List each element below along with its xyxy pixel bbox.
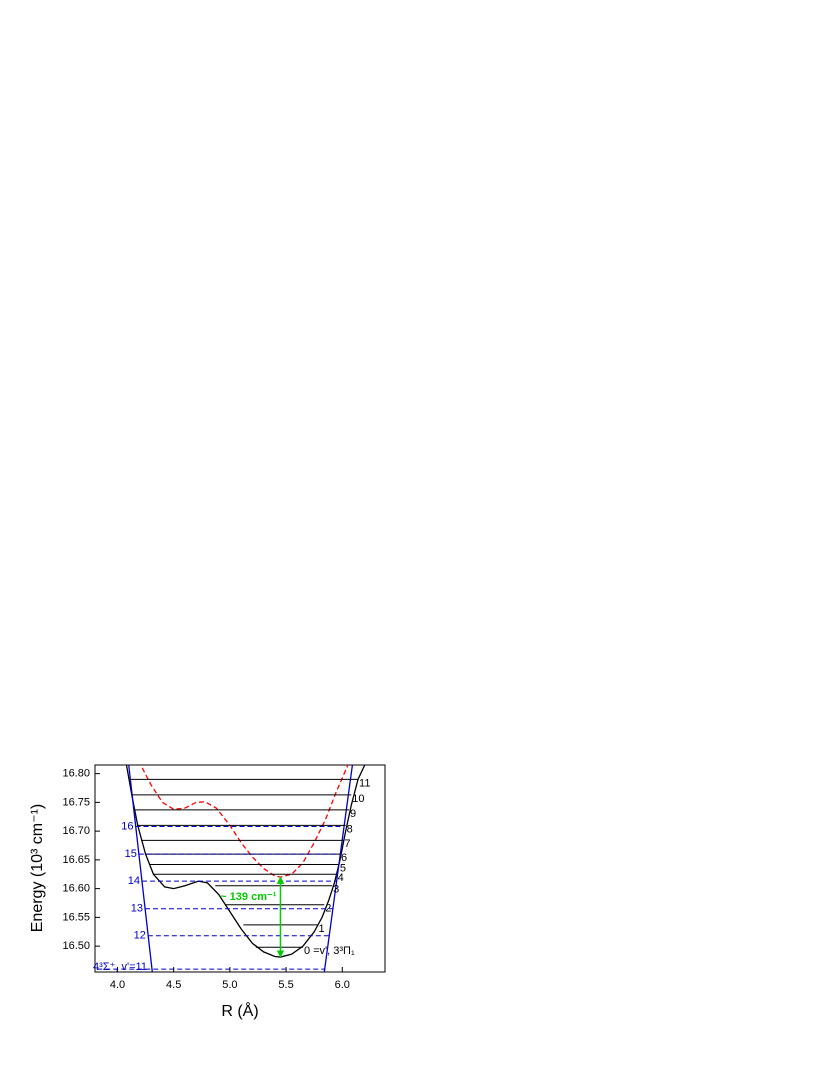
level-label: 14: [128, 875, 140, 887]
curve: [125, 765, 366, 958]
x-tick-label: 4.5: [166, 979, 181, 991]
level-label: 8: [347, 823, 353, 835]
level-label: 3: [333, 884, 339, 896]
level-label: 5: [340, 862, 346, 874]
y-tick-label: 16.70: [62, 825, 90, 837]
level-label: 16: [121, 820, 133, 832]
y-tick-label: 16.80: [62, 768, 90, 780]
y-tick-label: 16.55: [62, 911, 90, 923]
level-label: 13: [131, 903, 143, 915]
level-label: 1: [319, 923, 325, 935]
level-label: 4: [338, 872, 344, 884]
y-tick-label: 16.60: [62, 883, 90, 895]
energy-gap-label: ~ 139 cm⁻¹: [220, 891, 277, 903]
x-tick-label: 6.0: [335, 979, 350, 991]
level-label: 9: [350, 808, 356, 820]
level-label: 0 =v', 3³Π₁: [304, 945, 355, 957]
level-label: 6: [341, 852, 347, 864]
level-label: 4³Σ⁺, v'=11: [93, 961, 147, 973]
y-tick-label: 16.65: [62, 854, 90, 866]
plot-frame: [94, 764, 386, 973]
level-label: 2: [325, 903, 331, 915]
level-label: 11: [359, 777, 370, 789]
y-tick-label: 16.50: [62, 940, 90, 952]
level-label: 10: [352, 793, 364, 805]
level-label: 15: [125, 848, 137, 860]
x-tick-label: 5.0: [222, 979, 237, 991]
curve: [141, 765, 349, 878]
level-label: 7: [344, 838, 350, 850]
y-tick-label: 16.75: [62, 796, 90, 808]
x-axis-title: R (Å): [221, 1001, 258, 1020]
y-axis-title: Energy (10³ cm⁻¹): [29, 804, 46, 932]
x-tick-label: 4.0: [110, 979, 125, 991]
level-label: 12: [134, 930, 146, 942]
curve: [128, 765, 153, 972]
curve: [323, 765, 354, 972]
x-tick-label: 5.5: [278, 979, 293, 991]
